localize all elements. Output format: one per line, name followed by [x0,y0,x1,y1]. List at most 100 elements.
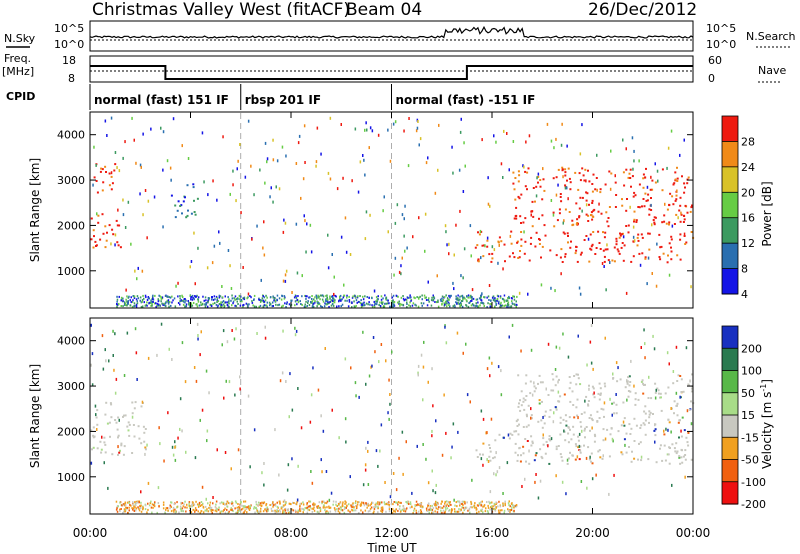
data-pixel [252,304,254,307]
data-pixel [488,253,491,256]
data-pixel [366,296,368,298]
y-tick-label: 4000 [57,335,85,348]
data-pixel [232,302,234,305]
data-pixel [237,509,239,512]
data-pixel [212,502,214,505]
data-pixel [205,509,208,512]
data-pixel [170,304,172,307]
data-pixel [186,506,188,509]
data-pixel [506,461,509,465]
data-pixel [124,503,126,506]
data-pixel [476,244,479,247]
data-pixel [573,416,576,419]
data-pixel [488,299,490,301]
data-pixel [246,306,249,309]
data-pixel [560,456,563,459]
data-pixel [283,504,285,507]
data-pixel [585,179,587,183]
data-pixel [451,445,453,449]
data-pixel [402,297,405,300]
data-pixel [571,224,574,227]
data-pixel [492,457,495,460]
data-pixel [140,490,142,494]
data-pixel [508,255,511,258]
data-pixel [465,304,468,307]
data-pixel [568,387,571,390]
data-pixel [643,328,645,332]
data-pixel [566,232,569,235]
data-pixel [549,439,552,442]
data-pixel [299,502,301,505]
data-pixel [122,453,125,456]
data-pixel [578,432,581,436]
data-pixel [550,437,553,441]
data-pixel [272,200,274,204]
data-pixel [144,504,147,507]
data-pixel [300,502,303,505]
data-pixel [117,208,119,212]
data-pixel [579,383,582,386]
data-pixel [480,409,483,413]
data-pixel [239,502,242,505]
data-pixel [502,298,505,301]
data-pixel [388,503,390,506]
data-pixel [606,220,609,223]
data-pixel [563,232,566,235]
data-pixel [156,302,159,305]
x-tick-label: 12:00 [374,526,409,540]
data-pixel [398,302,400,305]
data-pixel [594,253,597,255]
data-pixel [312,508,315,510]
data-pixel [405,298,408,301]
nsky-panel [89,20,694,52]
data-pixel [364,304,366,307]
data-pixel [242,304,244,307]
data-pixel [329,506,332,509]
data-pixel [591,385,594,388]
data-pixel [518,446,521,449]
data-pixel [656,169,659,173]
data-pixel [106,422,109,425]
data-pixel [506,299,508,302]
data-pixel [626,379,628,383]
data-pixel [440,300,442,302]
data-pixel [591,477,594,481]
data-pixel [567,197,569,201]
data-pixel [440,509,442,512]
data-pixel [114,163,117,166]
data-pixel [234,393,236,397]
data-pixel [680,456,683,459]
data-pixel [279,379,282,383]
data-pixel [513,509,515,512]
data-pixel [321,298,324,301]
data-pixel [629,177,632,179]
data-pixel [285,512,287,515]
data-pixel [385,298,387,301]
data-pixel [237,511,239,513]
data-pixel [212,179,214,183]
data-pixel [490,506,492,509]
data-pixel [164,512,166,515]
data-pixel [101,189,104,192]
data-pixel [205,497,207,501]
data-pixel [552,378,555,381]
data-pixel [512,504,515,507]
data-pixel [675,198,678,201]
data-pixel [346,296,348,299]
data-pixel [444,510,446,513]
data-pixel [248,303,250,306]
data-pixel [590,460,593,463]
data-pixel [265,304,268,307]
data-pixel [237,303,239,305]
data-pixel [285,154,287,158]
data-pixel [358,501,360,504]
data-pixel [185,510,187,513]
data-pixel [632,235,635,239]
data-pixel [494,297,496,300]
data-pixel [628,172,631,175]
data-pixel [623,184,626,187]
data-pixel [561,261,564,263]
data-pixel [538,243,541,245]
data-pixel [462,351,464,355]
data-pixel [555,137,557,141]
